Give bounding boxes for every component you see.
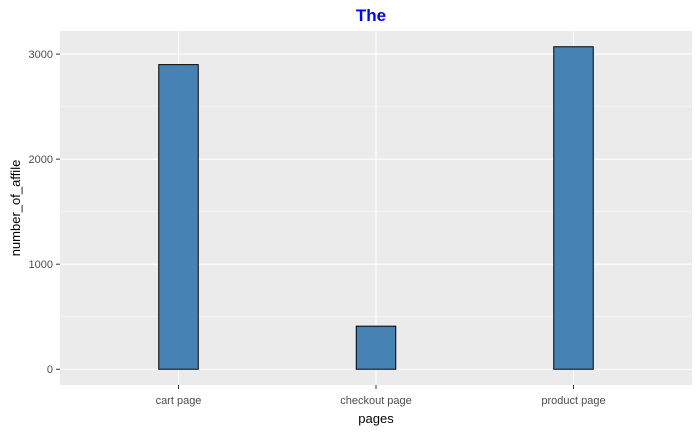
y-tick-label: 1000 xyxy=(29,259,53,271)
chart-title: The xyxy=(356,6,386,25)
y-tick-label: 0 xyxy=(47,364,53,376)
x-tick-label: checkout page xyxy=(340,395,412,407)
x-tick-label: cart page xyxy=(156,395,202,407)
x-axis-ticks: cart page checkout page product page xyxy=(156,385,606,407)
y-axis-ticks: 0 1000 2000 3000 xyxy=(29,49,60,376)
y-axis-title: number_of_affile xyxy=(8,160,23,257)
bar-cart-page xyxy=(158,64,199,370)
y-tick-label: 2000 xyxy=(29,154,53,166)
y-tick-label: 3000 xyxy=(29,49,53,61)
bar-checkout-page xyxy=(355,325,397,370)
bar-product-page xyxy=(553,46,594,370)
x-axis-title: pages xyxy=(358,411,394,426)
bars xyxy=(158,46,594,370)
x-tick-label: product page xyxy=(541,395,605,407)
